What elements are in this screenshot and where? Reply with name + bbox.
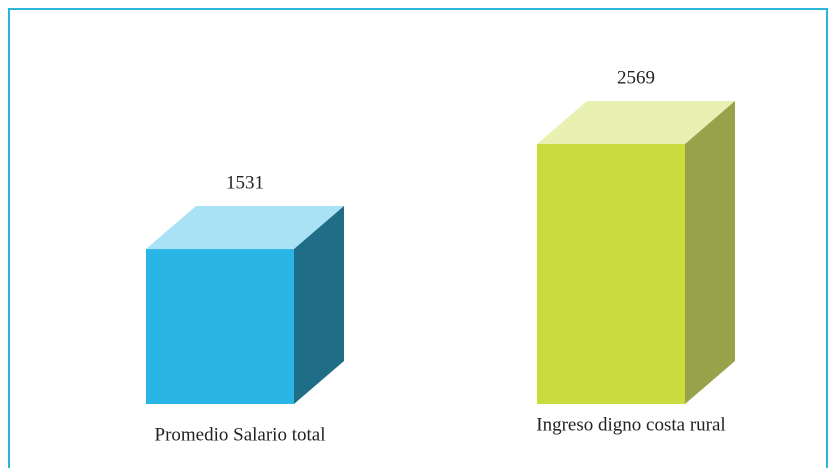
category-label: Ingreso digno costa rural <box>536 414 725 435</box>
frame <box>8 8 828 468</box>
bar-side <box>294 206 344 404</box>
bar-side <box>685 101 735 404</box>
bar <box>146 249 294 404</box>
bar-top <box>146 206 344 250</box>
bar-top <box>537 101 735 144</box>
bar <box>537 144 685 404</box>
data-label: 2569 <box>617 67 655 88</box>
data-label: 1531 <box>226 172 264 193</box>
category-label: Promedio Salario total <box>155 424 326 445</box>
